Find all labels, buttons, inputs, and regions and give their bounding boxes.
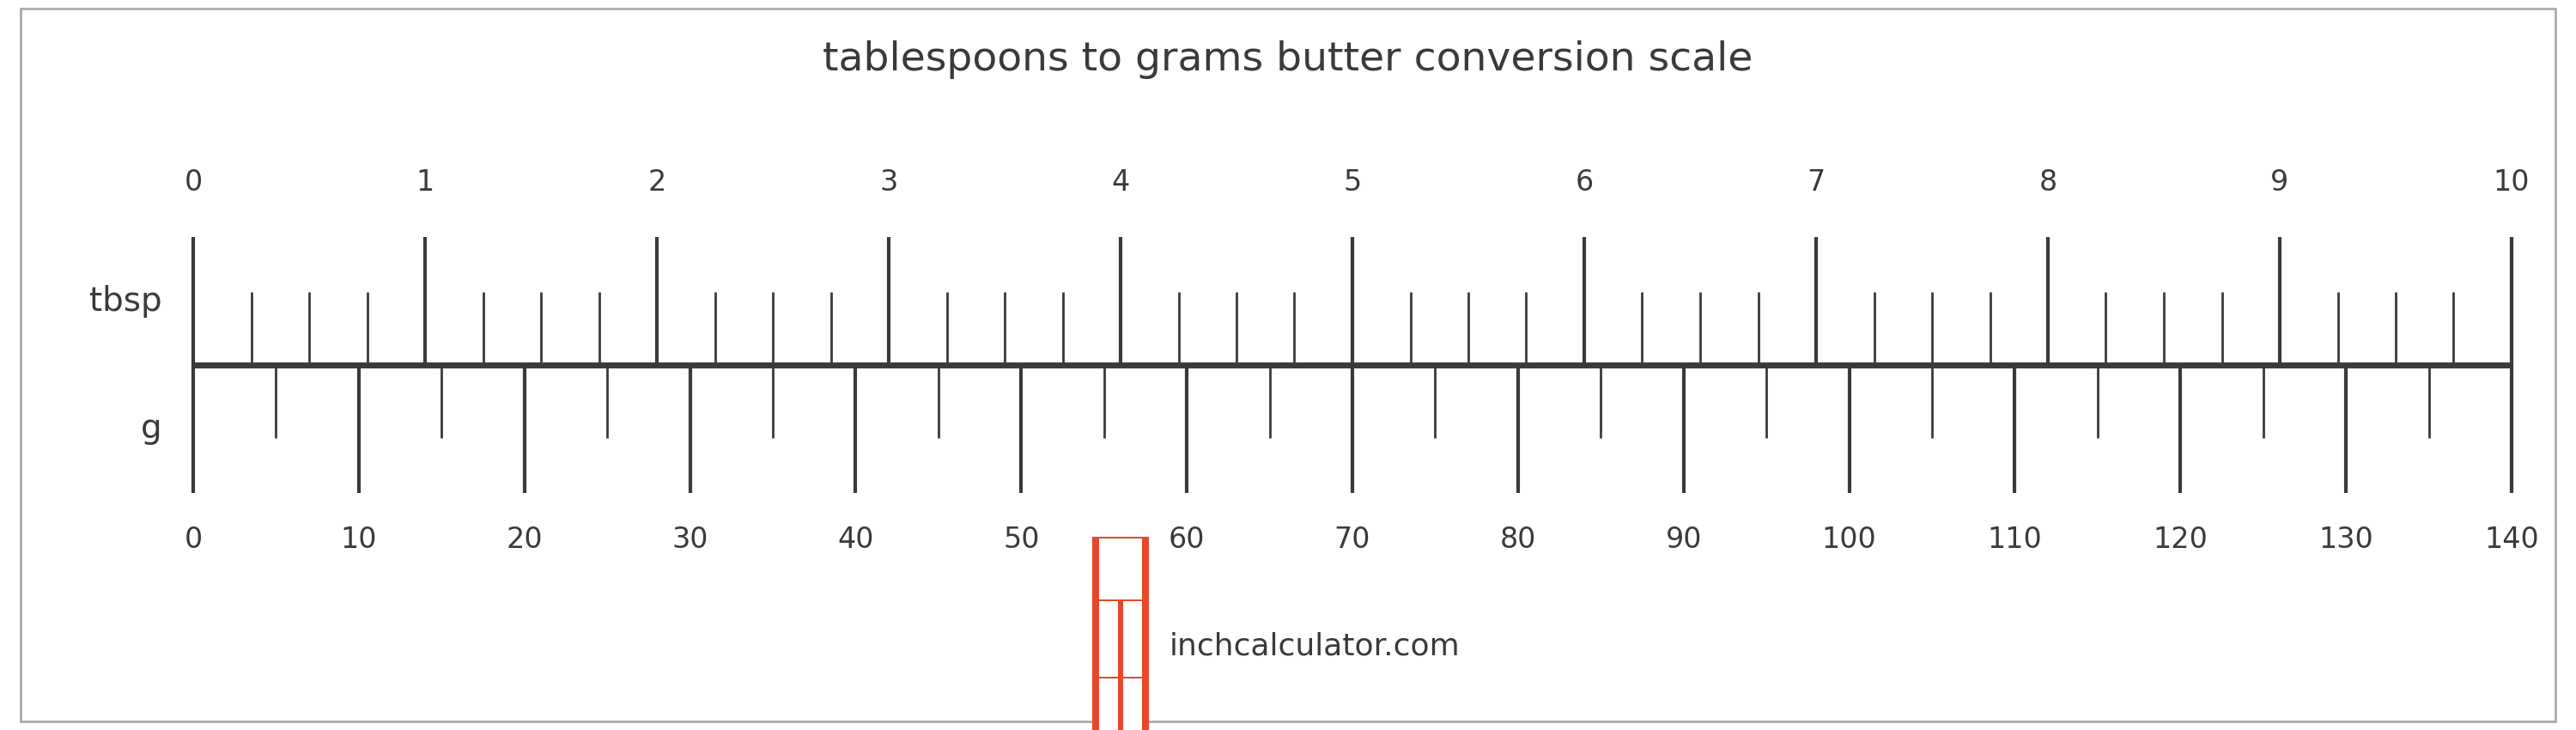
Text: 50: 50 [1002, 526, 1041, 554]
Text: 4: 4 [1110, 169, 1131, 197]
Text: 1: 1 [415, 169, 435, 197]
Text: 70: 70 [1334, 526, 1370, 554]
Text: 30: 30 [672, 526, 708, 554]
FancyBboxPatch shape [1100, 602, 1118, 677]
Text: 110: 110 [1989, 526, 2043, 554]
Text: 5: 5 [1342, 169, 1363, 197]
Text: 100: 100 [1821, 526, 1875, 554]
Text: 6: 6 [1574, 169, 1595, 197]
Text: 140: 140 [2483, 526, 2540, 554]
Text: 20: 20 [505, 526, 544, 554]
Text: 90: 90 [1664, 526, 1703, 554]
Text: 40: 40 [837, 526, 873, 554]
Text: 10: 10 [2494, 169, 2530, 197]
FancyBboxPatch shape [1123, 602, 1141, 677]
Text: 0: 0 [183, 526, 204, 554]
Text: 0: 0 [183, 169, 204, 197]
FancyBboxPatch shape [1100, 539, 1141, 600]
Text: 9: 9 [2269, 169, 2290, 197]
Text: g: g [142, 412, 162, 445]
Text: 2: 2 [647, 169, 667, 197]
Text: 130: 130 [2318, 526, 2372, 554]
Text: 3: 3 [878, 169, 899, 197]
Text: 10: 10 [340, 526, 376, 554]
FancyBboxPatch shape [1123, 678, 1141, 730]
Text: 7: 7 [1806, 169, 1826, 197]
FancyBboxPatch shape [1100, 678, 1118, 730]
Text: 120: 120 [2154, 526, 2208, 554]
FancyBboxPatch shape [1092, 537, 1149, 730]
Text: tbsp: tbsp [90, 285, 162, 318]
Text: 8: 8 [2038, 169, 2058, 197]
Text: 80: 80 [1499, 526, 1535, 554]
Text: 60: 60 [1170, 526, 1206, 554]
Text: inchcalculator.com: inchcalculator.com [1170, 631, 1461, 661]
Text: tablespoons to grams butter conversion scale: tablespoons to grams butter conversion s… [822, 40, 1754, 79]
